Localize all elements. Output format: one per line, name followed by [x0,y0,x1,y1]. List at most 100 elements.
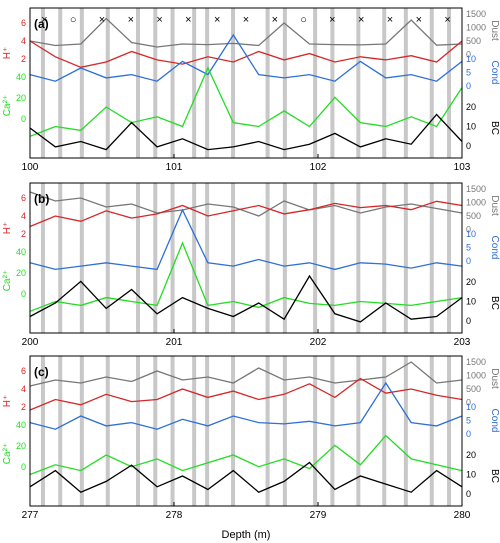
Cond-tick-label: 10 [466,229,476,239]
Cond-tick-label: 0 [466,81,471,91]
grey-band [58,8,63,158]
Cond-axis-label: Cond [489,236,500,260]
panel-label: (a) [34,17,49,31]
panel-3: (c)277 278 279 28064240200H⁺Ca²⁺15001000500… [2,355,500,521]
grey-band [192,356,197,506]
grey-band [136,8,140,158]
Cond-axis-label: Cond [489,61,500,85]
plot-frame [29,182,463,334]
Cond-tick-label: 10 [466,54,476,64]
Dust-tick-label: 500 [466,211,481,221]
grey-band [330,183,335,333]
grey-band [105,183,110,333]
series-line [29,241,463,312]
grey-band [40,356,45,506]
series-line [29,40,463,68]
BC-axis-label: BC [489,296,500,310]
panel-label: (b) [34,192,49,206]
Ca-axis-label: Ca²⁺ [2,95,13,116]
Dust-tick-label: 1000 [466,371,486,381]
sample-marker: × [128,14,134,26]
sample-marker: × [358,14,364,26]
series-line [29,66,463,137]
BC-tick-label: 20 [466,450,476,460]
series-line [29,208,463,271]
BC-tick-label: 0 [466,141,471,151]
series-line [29,113,463,151]
Ca-axis-label: Ca²⁺ [2,443,13,464]
Dust-tick-label: 0 [466,225,471,235]
sample-marker: × [272,14,278,26]
Dust-axis-label: Dust [489,368,500,389]
H-tick-label: 2 [21,402,26,412]
sample-marker: × [99,14,105,26]
grey-band [265,8,270,158]
BC-tick-label: 10 [466,470,476,480]
grey-band [313,8,318,158]
series-line [29,191,463,217]
grey-band [153,356,158,506]
panel-label: (c) [34,365,49,379]
x-tick-label: 102 [310,162,327,173]
series-line [29,33,463,82]
x-axis-label: Depth (m) [222,529,271,541]
x-tick-label: 201 [166,337,183,348]
grey-band [231,356,236,506]
grey-band [40,183,45,333]
Ca-tick-label: 0 [21,289,26,299]
grey-band [403,356,408,506]
grey-band [313,183,318,333]
grey-band [447,183,452,333]
grey-band [330,356,335,506]
grey-band [153,8,158,158]
panel-1: (a)100 101 102 103× ○ × × × × × × × ○ × × × × ×64240200H⁺… [2,7,500,173]
H-tick-label: 4 [21,211,26,221]
grey-band [205,356,210,506]
H-tick-label: 6 [21,366,26,376]
Ca-tick-label: 40 [16,72,26,82]
series-line [29,434,463,476]
H-tick-label: 2 [21,54,26,64]
series-line [29,361,463,387]
grey-band [170,183,175,333]
grey-band [382,8,387,158]
sample-marker: × [41,14,47,26]
grey-band [282,356,287,506]
grey-band [282,8,287,158]
grey-band [105,8,110,158]
H-tick-label: 4 [21,384,26,394]
Dust-tick-label: 1500 [466,184,486,194]
Ca-axis-label: Ca²⁺ [2,270,13,291]
grey-band [403,8,408,158]
sample-marker: × [243,14,249,26]
grey-band [429,356,434,506]
grey-band [356,183,361,333]
grey-band [79,8,84,158]
BC-tick-label: 0 [466,489,471,499]
sample-marker: × [329,14,335,26]
grey-band [282,183,287,333]
grey-band [330,8,335,158]
H-tick-label: 2 [21,229,26,239]
x-tick-label: 277 [22,510,39,521]
grey-band [313,356,318,506]
grey-band [58,356,63,506]
Dust-axis-label: Dust [489,195,500,216]
grey-band [231,183,236,333]
Dust-tick-label: 1500 [466,9,486,19]
grey-band [170,356,175,506]
sample-marker: × [156,14,162,26]
BC-tick-label: 10 [466,297,476,307]
Cond-axis-label: Cond [489,409,500,433]
grey-band [153,183,158,333]
Dust-tick-label: 0 [466,398,471,408]
x-tick-label: 101 [166,162,183,173]
grey-band [105,356,110,506]
Ca-tick-label: 0 [21,114,26,124]
grey-band [79,356,84,506]
series-line [29,377,463,411]
grey-band [40,8,45,158]
Dust-tick-label: 500 [466,384,481,394]
sample-marker: × [214,14,220,26]
